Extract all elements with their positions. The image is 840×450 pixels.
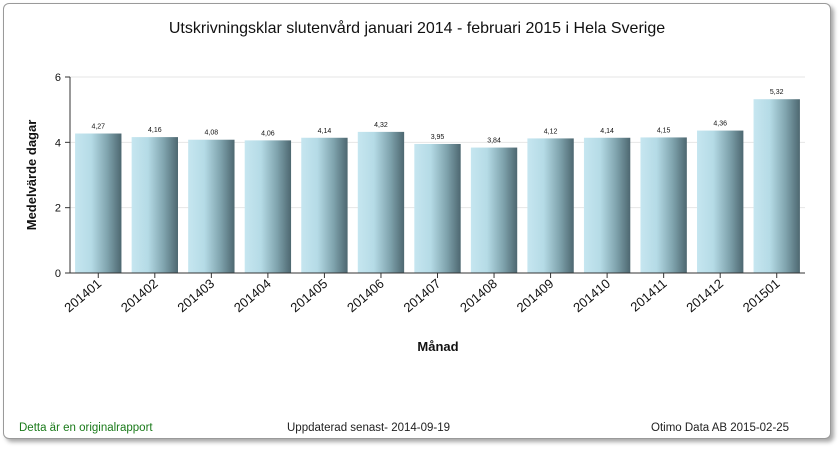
bar-201410 [583,137,631,273]
x-tick-label: 201410 [570,276,613,315]
data-label: 3,84 [487,138,501,145]
x-tick-label: 201407 [401,276,444,315]
bar-201412 [697,130,744,273]
y-tick-label: 0 [55,268,61,280]
data-label: 4,14 [600,128,614,135]
bar-201409 [527,138,574,273]
data-label: 4,15 [657,127,671,134]
y-tick-label: 6 [55,72,61,84]
bar-201501 [753,99,800,273]
y-axis-label: Medelvärde dagar [24,120,39,231]
x-tick-label: 201408 [457,276,500,315]
x-tick-label: 201412 [683,276,726,315]
data-label: 4,36 [713,121,727,128]
x-tick-label: 201402 [118,276,161,315]
bar-201411 [640,137,687,273]
bar-201403 [188,139,235,273]
data-label: 5,32 [770,89,784,96]
x-tick-label: 201501 [740,276,783,315]
y-tick-label: 4 [55,137,61,149]
chart-title: Utskrivningsklar slutenvård januari 2014… [168,20,666,37]
data-label: 3,95 [431,134,445,141]
x-tick-label: 201404 [231,276,274,315]
y-tick-label: 2 [55,203,61,215]
data-label: 4,14 [318,128,332,135]
data-label: 4,06 [261,130,275,137]
updated-date: Uppdaterad senast- 2014-09-19 [287,422,451,434]
data-label: 4,12 [544,128,558,135]
bar-201404 [244,140,292,273]
data-label: 4,16 [148,127,162,134]
data-label: 4,27 [91,124,105,131]
data-label: 4,32 [374,122,388,129]
bar-201405 [301,137,348,273]
bar-201401 [75,133,122,273]
x-axis-label: Månad [417,339,458,354]
bar-201408 [470,147,518,273]
bar-201407 [414,143,461,273]
x-tick-label: 201409 [514,276,557,315]
x-tick-label: 201406 [344,276,387,315]
x-tick-label: 201401 [61,276,104,315]
bar-201402 [131,137,178,273]
data-label: 4,08 [205,130,219,137]
x-tick-label: 201403 [174,276,217,315]
publisher-date: Otimo Data AB 2015-02-25 [651,422,790,434]
bar-201406 [357,131,405,273]
x-tick-label: 201405 [287,276,330,315]
x-tick-label: 201411 [627,276,669,315]
original-report-note: Detta är en originalrapport [19,422,153,434]
